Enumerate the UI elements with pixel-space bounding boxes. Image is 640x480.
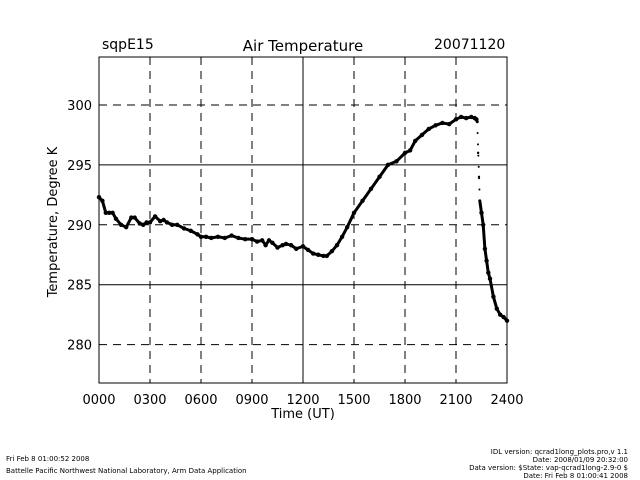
- data-trace-segment: [340, 225, 349, 239]
- footer-idl-date: Date: 2008/01/09 20:32:00: [532, 456, 628, 464]
- data-trace-segment: [369, 175, 381, 191]
- y-tick-label: 285: [67, 279, 92, 294]
- y-tick-label: 290: [67, 219, 92, 234]
- data-trace-segment: [488, 277, 495, 299]
- x-tick-label: 0900: [235, 393, 268, 408]
- data-trace-segment: [124, 216, 133, 229]
- footer-data-version: Data version: $State: vap-qcrad1long-2.9…: [469, 464, 628, 472]
- data-trace-segment: [335, 235, 344, 247]
- data-trace-segment: [485, 259, 490, 275]
- y-tick-label: 300: [67, 99, 92, 114]
- data-point: [476, 151, 480, 155]
- x-tick-label: 0000: [82, 393, 115, 408]
- data-point: [476, 120, 479, 123]
- data-trace-segment: [408, 139, 417, 152]
- data-point: [477, 165, 480, 168]
- y-tick-label: 280: [67, 339, 92, 354]
- footer-organization: Battelle Pacific Northwest National Labo…: [6, 467, 247, 475]
- x-tick-label: 2400: [490, 393, 523, 408]
- data-trace-segment: [345, 211, 356, 229]
- data-point: [478, 188, 481, 191]
- footer-data-date: Date: Fri Feb 8 01:00:41 2008: [523, 472, 628, 480]
- data-trace-segment: [100, 199, 108, 215]
- site-label: sqpE15: [102, 37, 154, 53]
- data-point: [477, 154, 480, 157]
- data-trace-segment: [480, 211, 485, 227]
- date-label: 20071120: [434, 37, 506, 53]
- y-tick-label: 295: [67, 159, 92, 174]
- x-tick-label: 0300: [133, 393, 166, 408]
- data-trace-segment: [491, 295, 499, 311]
- data-trace-segment: [378, 163, 390, 179]
- footer-timestamp: Fri Feb 8 01:00:52 2008: [6, 455, 90, 463]
- data-point: [476, 132, 479, 135]
- x-tick-label: 2100: [439, 393, 472, 408]
- x-tick-label: 1800: [388, 393, 421, 408]
- data-point: [476, 143, 479, 146]
- data-trace-segment: [352, 199, 364, 215]
- data-trace-segment: [361, 187, 373, 203]
- footer-idl-version: IDL version: qcrad1long_plots.pro,v 1.1: [490, 448, 628, 456]
- data-trace-segment: [502, 315, 509, 323]
- data-trace-segment: [420, 127, 431, 137]
- data-trace-segment: [386, 159, 398, 167]
- data-trace-segment: [413, 133, 424, 143]
- data-trace-segment: [481, 223, 487, 251]
- x-tick-label: 0600: [184, 393, 217, 408]
- data-point: [478, 199, 481, 202]
- chart-title: Air Temperature: [243, 37, 363, 55]
- x-tick-label: 1500: [337, 393, 370, 408]
- y-axis-label: Temperature, Degree K: [46, 146, 61, 298]
- data-trace-segment: [395, 151, 407, 163]
- data-trace-segment: [478, 199, 483, 215]
- data-point: [478, 177, 481, 180]
- x-tick-label: 1200: [286, 393, 319, 408]
- x-axis-label: Time (UT): [270, 407, 335, 422]
- data-trace-segment: [483, 247, 489, 263]
